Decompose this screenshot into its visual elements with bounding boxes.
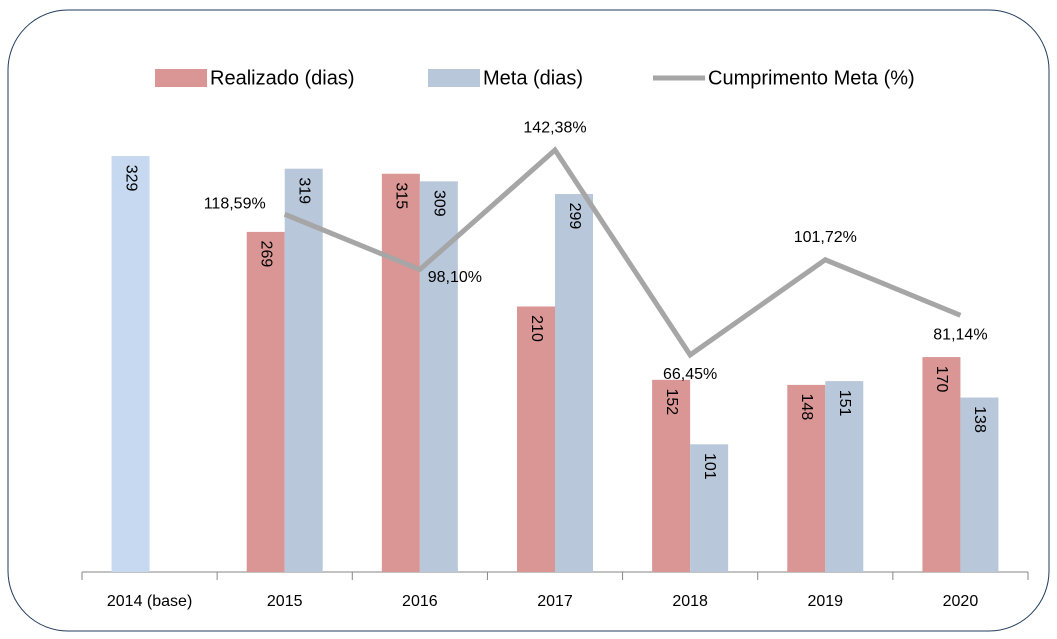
x-tick-label: 2020 [943, 593, 979, 610]
bar [284, 168, 323, 572]
bar [922, 357, 961, 572]
line-label: 81,14% [933, 327, 987, 344]
bar [555, 193, 593, 572]
line-label: 118,59% [204, 195, 266, 212]
x-tick-label: 2016 [402, 593, 438, 610]
bar-label: 151 [836, 390, 853, 417]
x-tick-label: 2018 [672, 593, 708, 610]
line [283, 146, 962, 359]
bar-label: 309 [431, 190, 448, 217]
legend-label: Realizado (dias) [210, 67, 355, 89]
x-tick-label: 2015 [267, 593, 303, 610]
bar-label: 138 [971, 406, 988, 433]
bar [690, 444, 729, 572]
bar [111, 156, 150, 573]
bar [246, 231, 285, 572]
x-tick-label: 2017 [537, 593, 573, 610]
line-label: 66,45% [663, 366, 717, 383]
x-tick-label: 2014 (base) [107, 593, 192, 610]
bar-label: 315 [393, 182, 410, 209]
x-tick-label: 2019 [807, 593, 843, 610]
bar [419, 181, 458, 573]
legend-label: Meta (dias) [483, 67, 583, 89]
bar-label: 299 [566, 203, 583, 230]
bar [517, 306, 555, 572]
bar [825, 381, 864, 572]
bar [381, 173, 420, 572]
bar-label: 210 [528, 315, 545, 342]
bar [787, 384, 826, 572]
bar-label: 148 [798, 394, 815, 421]
legend-swatch [155, 69, 207, 87]
line-label: 101,72% [794, 229, 857, 246]
line-label: 98,10% [428, 269, 482, 286]
legend-swatch [428, 69, 480, 87]
bar-label: 170 [933, 366, 950, 393]
bar-label: 101 [701, 453, 718, 480]
bar [960, 397, 999, 572]
bar [652, 379, 691, 572]
bar-label: 319 [295, 177, 312, 204]
bar-label: 269 [257, 241, 274, 268]
bar-label: 329 [122, 165, 139, 192]
legend-label: Cumprimento Meta (%) [708, 67, 915, 89]
bar-label: 152 [663, 388, 680, 415]
line-label: 142,38% [523, 119, 586, 136]
